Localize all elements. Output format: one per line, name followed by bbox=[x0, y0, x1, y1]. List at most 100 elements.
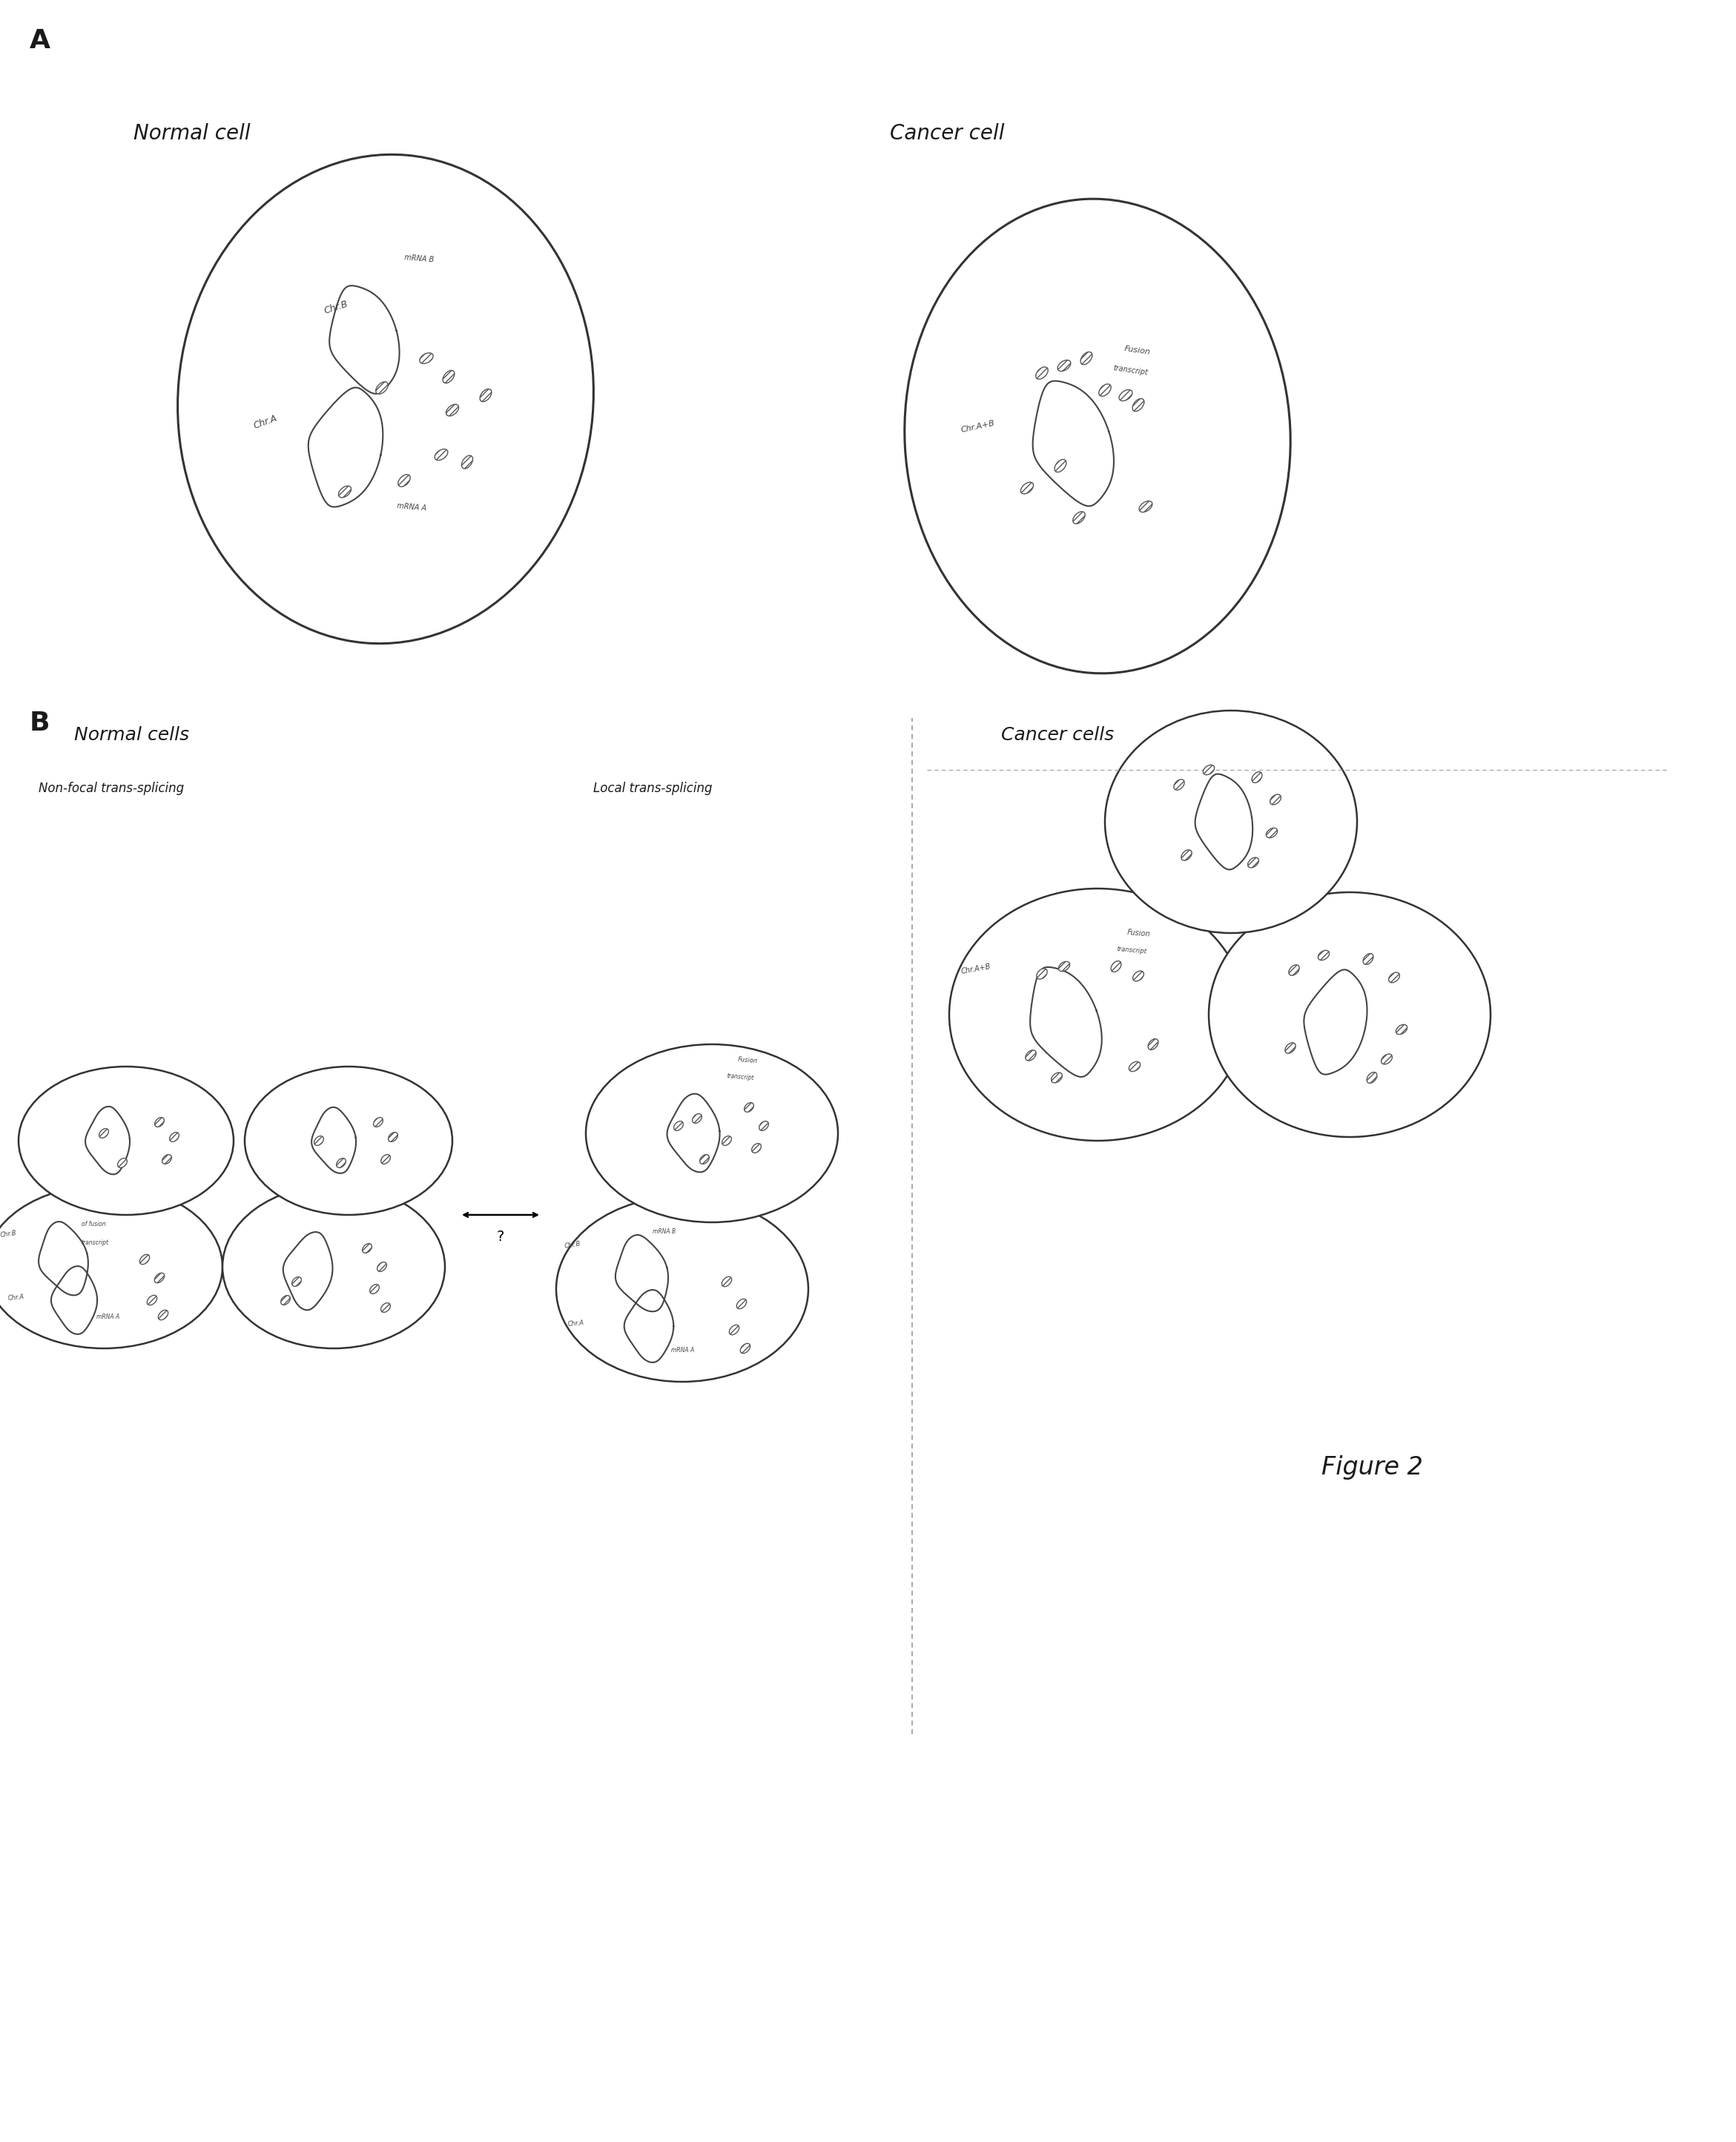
Ellipse shape bbox=[1026, 1050, 1036, 1060]
Ellipse shape bbox=[158, 1311, 168, 1319]
Ellipse shape bbox=[722, 1277, 731, 1287]
Text: mRNA B: mRNA B bbox=[404, 253, 434, 263]
Ellipse shape bbox=[1021, 482, 1033, 495]
Ellipse shape bbox=[736, 1298, 746, 1309]
Ellipse shape bbox=[700, 1155, 710, 1163]
Ellipse shape bbox=[1318, 951, 1330, 960]
Ellipse shape bbox=[1073, 512, 1085, 525]
Ellipse shape bbox=[377, 1262, 387, 1272]
Text: Chr.A: Chr.A bbox=[252, 413, 278, 431]
Text: mRNA A: mRNA A bbox=[672, 1347, 694, 1354]
Ellipse shape bbox=[1128, 1062, 1141, 1071]
Ellipse shape bbox=[337, 1159, 345, 1167]
Ellipse shape bbox=[245, 1067, 453, 1215]
Ellipse shape bbox=[1389, 972, 1399, 983]
Ellipse shape bbox=[380, 1155, 391, 1163]
Ellipse shape bbox=[139, 1255, 149, 1264]
Text: B: B bbox=[30, 711, 50, 735]
Ellipse shape bbox=[950, 889, 1246, 1142]
Ellipse shape bbox=[904, 199, 1290, 673]
Text: Fusion: Fusion bbox=[1127, 930, 1151, 938]
Ellipse shape bbox=[0, 1185, 222, 1349]
Text: Local trans-splicing: Local trans-splicing bbox=[594, 782, 712, 795]
Text: Chr.A+B: Chr.A+B bbox=[960, 420, 995, 435]
Ellipse shape bbox=[745, 1103, 753, 1112]
Ellipse shape bbox=[479, 390, 491, 403]
Ellipse shape bbox=[729, 1326, 740, 1334]
Ellipse shape bbox=[1052, 1073, 1062, 1084]
Text: mRNA A: mRNA A bbox=[398, 501, 427, 512]
Ellipse shape bbox=[314, 1135, 323, 1146]
Ellipse shape bbox=[740, 1343, 750, 1354]
Text: Normal cells: Normal cells bbox=[75, 726, 189, 743]
Text: Chr.A+B: Chr.A+B bbox=[960, 962, 991, 975]
Text: Chr.B: Chr.B bbox=[323, 300, 349, 317]
Ellipse shape bbox=[722, 1135, 731, 1146]
Ellipse shape bbox=[281, 1296, 290, 1304]
Text: mRNA B: mRNA B bbox=[653, 1227, 675, 1236]
Ellipse shape bbox=[1266, 829, 1278, 838]
Text: Fusion: Fusion bbox=[1123, 345, 1151, 356]
Ellipse shape bbox=[19, 1067, 234, 1215]
Text: A: A bbox=[30, 28, 50, 54]
Text: Cancer cells: Cancer cells bbox=[1002, 726, 1115, 743]
Ellipse shape bbox=[1134, 970, 1144, 981]
Text: transcript: transcript bbox=[727, 1073, 755, 1082]
Text: ?: ? bbox=[496, 1230, 505, 1245]
Ellipse shape bbox=[1059, 962, 1069, 970]
Ellipse shape bbox=[1252, 771, 1262, 782]
Ellipse shape bbox=[556, 1197, 809, 1382]
Ellipse shape bbox=[1104, 711, 1358, 934]
Ellipse shape bbox=[1139, 501, 1153, 512]
Text: mRNA A: mRNA A bbox=[97, 1313, 120, 1319]
Ellipse shape bbox=[1099, 383, 1111, 396]
Ellipse shape bbox=[370, 1285, 378, 1294]
Text: transcript: transcript bbox=[1116, 947, 1147, 955]
Ellipse shape bbox=[177, 154, 594, 643]
Text: of fusion: of fusion bbox=[82, 1221, 106, 1227]
Ellipse shape bbox=[674, 1120, 684, 1131]
Text: Chr.B: Chr.B bbox=[564, 1240, 582, 1249]
Ellipse shape bbox=[693, 1114, 701, 1122]
Ellipse shape bbox=[375, 381, 389, 394]
Ellipse shape bbox=[446, 405, 458, 416]
Ellipse shape bbox=[155, 1272, 165, 1283]
Ellipse shape bbox=[363, 1245, 372, 1253]
Ellipse shape bbox=[1208, 893, 1491, 1137]
Ellipse shape bbox=[420, 353, 434, 364]
Ellipse shape bbox=[373, 1118, 384, 1127]
Text: Non-focal trans-splicing: Non-focal trans-splicing bbox=[38, 782, 184, 795]
Ellipse shape bbox=[1363, 953, 1373, 964]
Ellipse shape bbox=[1180, 850, 1193, 861]
Ellipse shape bbox=[170, 1133, 179, 1142]
Ellipse shape bbox=[1174, 780, 1184, 790]
Ellipse shape bbox=[585, 1045, 838, 1223]
Ellipse shape bbox=[1120, 390, 1132, 401]
Ellipse shape bbox=[380, 1302, 391, 1313]
Ellipse shape bbox=[1080, 351, 1092, 364]
Ellipse shape bbox=[118, 1159, 127, 1167]
Ellipse shape bbox=[1111, 962, 1121, 972]
Text: transcript: transcript bbox=[82, 1240, 109, 1247]
Ellipse shape bbox=[1288, 964, 1299, 975]
Ellipse shape bbox=[1382, 1054, 1392, 1065]
Ellipse shape bbox=[339, 486, 351, 497]
Ellipse shape bbox=[759, 1120, 769, 1131]
Text: Chr.A: Chr.A bbox=[568, 1319, 585, 1328]
Ellipse shape bbox=[1036, 968, 1047, 979]
Ellipse shape bbox=[1366, 1073, 1377, 1084]
Ellipse shape bbox=[1203, 765, 1215, 775]
Text: Figure 2: Figure 2 bbox=[1321, 1454, 1422, 1480]
Text: Fusion: Fusion bbox=[738, 1056, 759, 1065]
Ellipse shape bbox=[1396, 1024, 1408, 1035]
Ellipse shape bbox=[148, 1296, 156, 1304]
Ellipse shape bbox=[155, 1118, 165, 1127]
Ellipse shape bbox=[434, 450, 448, 461]
Text: Cancer cell: Cancer cell bbox=[891, 122, 1005, 144]
Text: Chr.A: Chr.A bbox=[7, 1294, 24, 1302]
Ellipse shape bbox=[398, 476, 410, 486]
Ellipse shape bbox=[443, 371, 455, 383]
Text: transcript: transcript bbox=[1113, 364, 1147, 377]
Ellipse shape bbox=[1248, 857, 1259, 868]
Ellipse shape bbox=[292, 1277, 302, 1287]
